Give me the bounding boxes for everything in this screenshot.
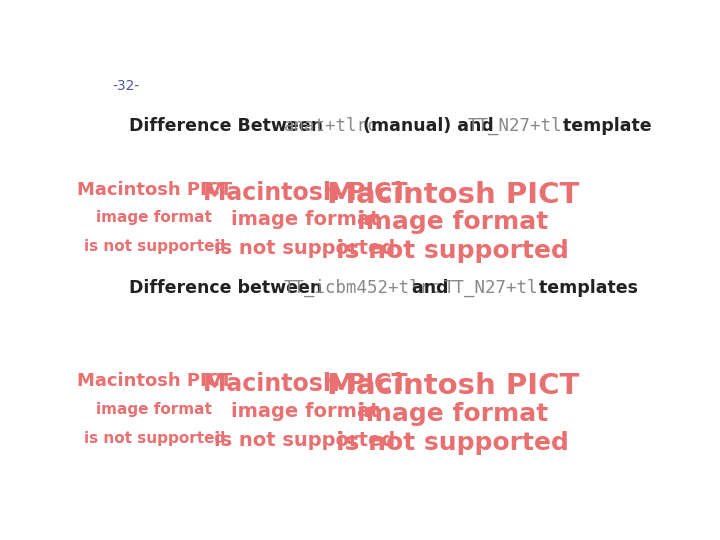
Text: templates: templates [533, 279, 638, 297]
Text: image format: image format [96, 211, 212, 225]
Text: image format: image format [96, 402, 212, 416]
Text: anat+tlrc: anat+tlrc [284, 117, 379, 135]
Text: -32-: -32- [112, 79, 140, 93]
Text: Macintosh PICT: Macintosh PICT [326, 373, 579, 401]
Text: image format: image format [230, 402, 379, 421]
Text: Macintosh PICT: Macintosh PICT [326, 181, 579, 209]
Text: template: template [557, 117, 652, 135]
Text: Macintosh PICT: Macintosh PICT [202, 373, 407, 396]
Text: is not supported: is not supported [336, 431, 569, 455]
Text: is not supported: is not supported [215, 239, 395, 259]
Text: TT_icbm452+tlrc: TT_icbm452+tlrc [284, 279, 441, 297]
Text: Macintosh PICT: Macintosh PICT [76, 373, 232, 390]
Text: Macintosh PICT: Macintosh PICT [202, 181, 407, 205]
Text: Macintosh PICT: Macintosh PICT [76, 181, 232, 199]
Text: image format: image format [357, 402, 549, 426]
Text: (manual) and: (manual) and [357, 117, 500, 135]
Text: TT_N27+tlrc: TT_N27+tlrc [443, 279, 559, 297]
Text: and: and [405, 279, 454, 297]
Text: Difference between: Difference between [129, 279, 328, 297]
Text: is not supported: is not supported [215, 431, 395, 450]
Text: is not supported: is not supported [336, 239, 569, 264]
Text: image format: image format [230, 211, 379, 229]
Text: is not supported: is not supported [84, 431, 225, 445]
Text: is not supported: is not supported [84, 239, 225, 254]
Text: Difference Between: Difference Between [129, 117, 329, 135]
Text: TT_N27+tlrc: TT_N27+tlrc [468, 117, 583, 135]
Text: image format: image format [357, 211, 549, 234]
